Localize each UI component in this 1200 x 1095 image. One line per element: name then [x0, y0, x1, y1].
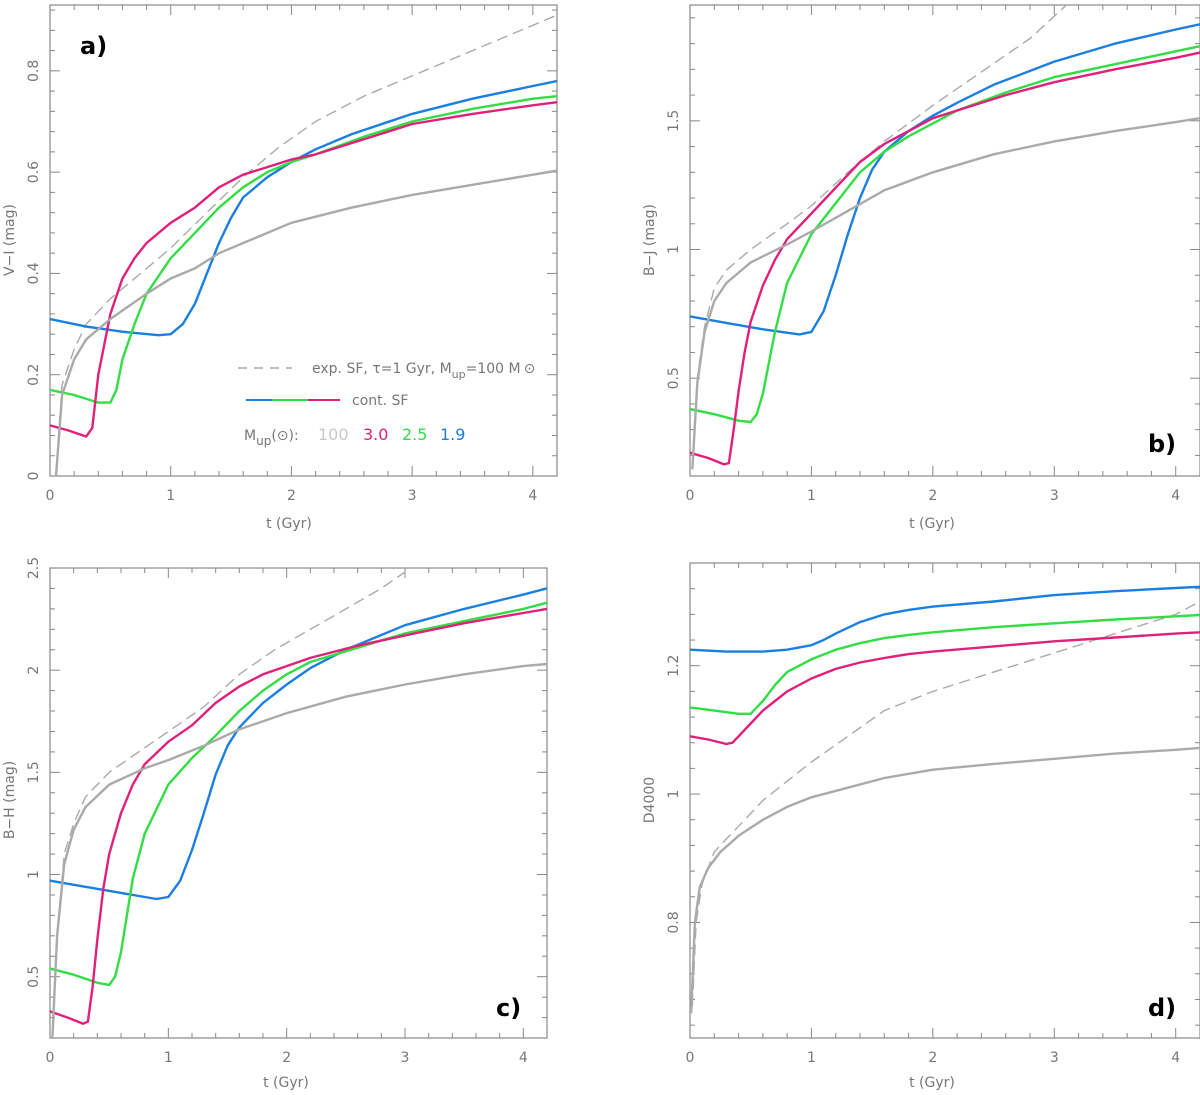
y-tick-label: 0.4 — [26, 262, 42, 284]
x-tick-label: 2 — [928, 488, 937, 504]
series-line-dashed — [55, 14, 557, 476]
plot-frame — [49, 4, 558, 477]
series-line-dashed — [691, 5, 1068, 469]
x-tick-label: 3 — [1050, 1050, 1059, 1066]
y-axis-label: B−H (mag) — [2, 761, 18, 839]
y-axis-label: D4000 — [642, 777, 658, 823]
x-tick-label: 3 — [401, 1050, 410, 1066]
series-line-dashed — [691, 600, 1200, 1007]
panel-label-a: a) — [80, 32, 107, 60]
panel-a: 0 1 2 3 4 0 0.2 0.4 0.6 0.8 t (Gyr) V−I (mag) a) — [2, 4, 558, 532]
y-tick-label: 0.5 — [26, 966, 42, 988]
series-line — [50, 587, 547, 901]
x-tick-label: 2 — [287, 488, 296, 504]
series-line — [51, 662, 547, 1038]
series-line — [690, 23, 1200, 336]
series-line — [691, 116, 1200, 470]
y-tick-label: 1.5 — [666, 110, 682, 132]
y-axis-label: V−I (mag) — [2, 204, 18, 276]
x-tick-label: 0 — [46, 488, 55, 504]
y-tick-label: 1 — [666, 245, 682, 254]
x-tick-label: 2 — [928, 1050, 937, 1066]
x-tick-label: 1 — [807, 1050, 816, 1066]
y-tick-label: 0 — [26, 472, 42, 481]
y-tick-label: 1.5 — [26, 761, 42, 783]
panel-b: 0 1 2 3 4 0.5 1 1.5 t (Gyr) B−J (mag) b) — [642, 4, 1200, 532]
plot-frame — [689, 4, 1200, 477]
series-group — [690, 5, 1200, 470]
x-axis-label: t (Gyr) — [909, 516, 955, 532]
panel-label-c: c) — [496, 994, 521, 1022]
x-tick-label: 3 — [1050, 488, 1059, 504]
y-tick-label: 1 — [26, 870, 42, 879]
x-tick-label: 2 — [282, 1050, 291, 1066]
legend-mup-2-5: 2.5 — [402, 425, 427, 444]
series-group — [50, 14, 557, 476]
x-tick-label: 1 — [807, 488, 816, 504]
x-tick-label: 3 — [408, 488, 417, 504]
y-tick-label: 0.2 — [26, 364, 42, 386]
y-tick-label: 0.6 — [26, 161, 42, 183]
panel-label-d: d) — [1148, 994, 1176, 1022]
x-tick-label: 4 — [519, 1050, 528, 1066]
y-tick-label: 0.8 — [26, 60, 42, 82]
series-line — [50, 94, 557, 404]
series-line — [50, 79, 557, 337]
legend-dashed-label: exp. SF, τ=1 Gyr, Mup=100 M ⊙ — [312, 361, 535, 381]
series-line — [50, 100, 557, 438]
y-tick-label: 1 — [666, 790, 682, 799]
series-line-dashed — [51, 571, 406, 1038]
plot-frame — [49, 567, 548, 1039]
series-line — [690, 613, 1200, 715]
x-tick-label: 0 — [686, 1050, 695, 1066]
series-line — [50, 601, 547, 987]
x-axis-label: t (Gyr) — [266, 516, 312, 532]
panel-label-b: b) — [1148, 430, 1176, 458]
legend-mup-1-9: 1.9 — [440, 425, 465, 444]
x-tick-label: 4 — [1171, 488, 1180, 504]
panel-d: 0 1 2 3 4 0.8 1 1.2 t (Gyr) D4000 d) — [642, 562, 1200, 1091]
series-line — [690, 585, 1200, 653]
y-tick-label: 2.5 — [26, 557, 42, 579]
series-line — [690, 45, 1200, 424]
series-group — [690, 585, 1200, 1014]
x-tick-label: 1 — [164, 1050, 173, 1066]
series-line — [690, 746, 1200, 1014]
y-tick-label: 0.5 — [666, 367, 682, 389]
series-line — [54, 169, 557, 476]
series-line — [690, 51, 1200, 466]
y-tick-label: 1.2 — [666, 655, 682, 677]
y-axis-label: B−J (mag) — [642, 204, 658, 276]
series-group — [50, 571, 547, 1038]
x-tick-label: 0 — [686, 488, 695, 504]
panel-c: 0 1 2 3 4 0.5 1 1.5 2 2.5 t (Gyr) B−H (mag) c) — [2, 557, 548, 1091]
legend-mup-100: 100 — [318, 425, 349, 444]
x-tick-label: 4 — [528, 488, 537, 504]
x-tick-label: 0 — [46, 1050, 55, 1066]
series-line — [690, 631, 1200, 746]
y-tick-label: 2 — [26, 666, 42, 675]
x-axis-label: t (Gyr) — [909, 1075, 955, 1091]
x-tick-label: 4 — [1171, 1050, 1180, 1066]
legend-cont-label: cont. SF — [352, 393, 408, 409]
plot-frame — [689, 562, 1200, 1039]
legend-mup-3-0: 3.0 — [363, 425, 388, 444]
x-axis-label: t (Gyr) — [263, 1075, 309, 1091]
x-tick-label: 1 — [166, 488, 175, 504]
legend-mup-label: Mup(⊙): — [244, 428, 299, 448]
y-tick-label: 0.8 — [666, 911, 682, 933]
legend: exp. SF, τ=1 Gyr, Mup=100 M ⊙ cont. SF Mu… — [238, 361, 535, 448]
series-line — [50, 607, 547, 1025]
